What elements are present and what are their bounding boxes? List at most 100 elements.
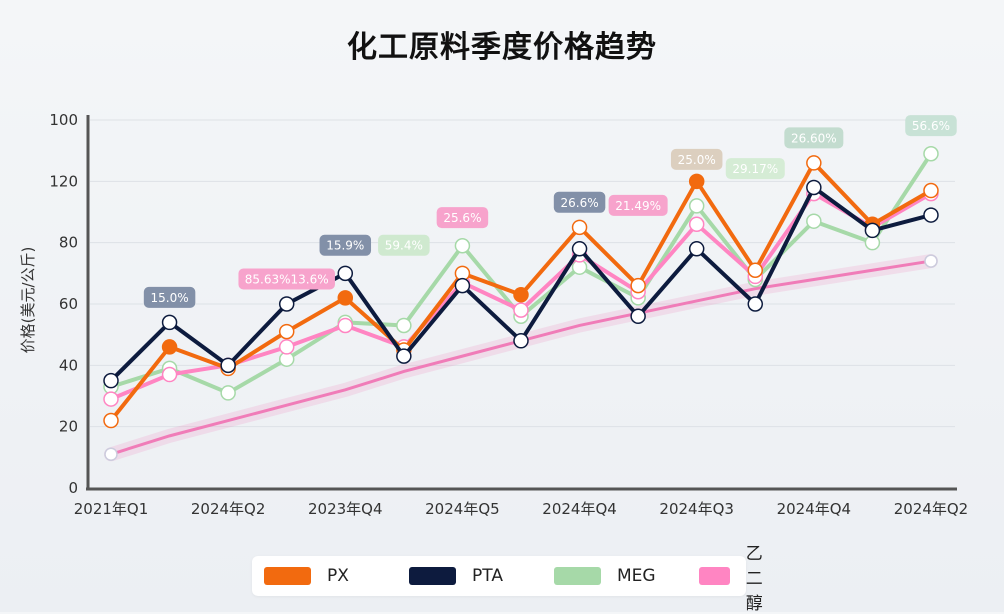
x-tick-label: 2023年Q4 (308, 500, 383, 518)
annotation-badge: 25.0% (670, 148, 723, 170)
data-point (806, 155, 822, 171)
y-axis-label: 价格(美元/公斤) (19, 247, 37, 354)
trend-point (924, 254, 938, 268)
data-point (161, 339, 178, 355)
annotation-text: 29.17% (732, 162, 778, 176)
annotation-bg (238, 268, 335, 290)
data-point (747, 296, 764, 312)
x-tick-label: 2024年Q5 (425, 500, 500, 518)
x-tick-label: 2024年Q4 (777, 500, 852, 518)
data-point (396, 348, 412, 364)
chart-title: 化工原料季度价格趋势 (347, 30, 657, 65)
data-point (337, 290, 354, 306)
annotation-bg (378, 234, 430, 256)
data-point (278, 323, 295, 340)
legend-label: PTA (472, 566, 503, 586)
data-point (571, 219, 588, 236)
annotation-badge: 15.9% (319, 234, 372, 256)
x-tick-label: 2024年Q2 (191, 500, 266, 518)
data-point (513, 302, 529, 318)
y-tick-label: 60 (59, 295, 78, 313)
annotation-badge: 56.6% (905, 115, 957, 137)
annotation-bg (905, 115, 957, 137)
annotation-text: 21.49% (615, 199, 661, 213)
data-point (630, 308, 646, 325)
y-tick-label: 80 (59, 234, 78, 252)
data-point (454, 237, 471, 254)
data-point (161, 366, 178, 383)
annotation-text: 26.6% (560, 196, 598, 210)
trend-line (104, 254, 938, 462)
x-tick-label: 2021年Q1 (74, 500, 149, 518)
legend-item: MEG (554, 566, 687, 586)
y-tick-label: 100 (49, 111, 78, 129)
data-point (513, 287, 529, 303)
data-point (396, 317, 412, 334)
data-point (337, 317, 354, 334)
annotation-text: 56.6% (912, 119, 950, 133)
y-tick-label: 120 (49, 172, 78, 190)
data-point (688, 216, 705, 233)
data-point (747, 262, 764, 279)
series-PTA (103, 179, 939, 389)
data-point (923, 145, 939, 162)
y-tick-label: 0 (68, 479, 78, 497)
legend-item: PX (264, 566, 397, 586)
annotation-bg (725, 158, 785, 180)
data-point (103, 372, 119, 389)
annotation-badge: 21.49% (608, 194, 668, 216)
annotation-bg (608, 194, 668, 216)
data-point (806, 213, 822, 229)
x-axis-ticks: 2021年Q1 2024年Q2 2023年Q4 2024年Q5 2024年Q4 2024年… (74, 500, 969, 518)
series-lines (103, 145, 939, 429)
data-point (103, 391, 119, 407)
annotation-bg (553, 191, 606, 213)
data-point (454, 277, 471, 294)
annotation-text: 59.4% (385, 239, 423, 253)
annotation-bg (143, 286, 196, 308)
data-point (103, 412, 119, 429)
x-tick-label: 2024年Q2 (894, 500, 969, 518)
data-point (278, 339, 295, 355)
annotation-text: 15.0% (151, 291, 189, 305)
y-axis-ticks: 0 20 40 60 80 120 100 (49, 111, 78, 497)
annotation-bg (670, 148, 723, 170)
data-point (630, 277, 646, 294)
annotation-bg (319, 234, 372, 256)
annotation-badge: 29.17% (725, 158, 785, 180)
legend-swatch (554, 567, 601, 585)
annotation-text: 25.6% (443, 211, 481, 225)
x-tick-label: 2024年Q4 (542, 500, 617, 518)
annotation-badge: 26.60% (784, 127, 844, 149)
legend-swatch (699, 567, 730, 585)
legend-label: 乙二醇 (745, 543, 763, 614)
data-point (688, 173, 705, 190)
data-point (864, 222, 881, 239)
legend-label: PX (327, 566, 349, 586)
legend-swatch (264, 567, 311, 585)
data-point (923, 182, 939, 199)
y-tick-label: 20 (59, 418, 78, 436)
annotation-bg (436, 207, 489, 229)
annotation-text: 26.60% (791, 131, 837, 145)
annotation-badge: 15.0% (143, 286, 196, 308)
trend-point (104, 447, 118, 462)
annotation-badge: 85.63%13.6% (238, 268, 335, 290)
y-tick-label: 40 (59, 356, 78, 374)
data-point (688, 198, 705, 214)
annotations: 15.0% 85.63%13.6% 15.9% 59.4% 25.6% 26.6% 21.4… (143, 115, 957, 308)
annotation-badge: 59.4% (378, 234, 430, 256)
data-point (337, 265, 354, 282)
data-point (806, 179, 822, 196)
legend: PX PTA MEG 乙二醇 (252, 544, 763, 614)
legend-item: 乙二醇 (699, 539, 779, 614)
annotation-bg (784, 127, 844, 149)
legend-label: MEG (617, 566, 656, 586)
annotation-badge: 26.6% (553, 191, 606, 213)
data-point (923, 207, 939, 223)
data-point (513, 333, 529, 349)
annotation-badge: 25.6% (436, 207, 489, 229)
legend-item: PTA (409, 566, 542, 586)
data-point (220, 357, 236, 374)
